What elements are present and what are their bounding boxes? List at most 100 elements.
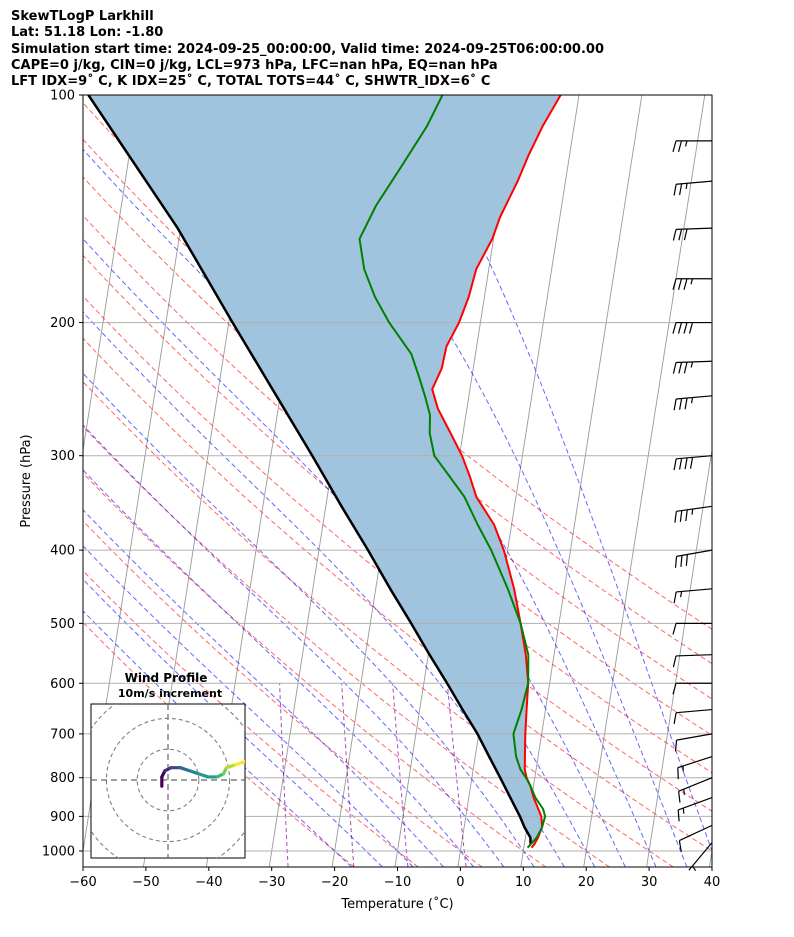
barb-flag — [672, 278, 677, 290]
time-line: Simulation start time: 2024-09-25_00:00:… — [11, 41, 604, 57]
barb-staff — [676, 505, 713, 512]
barb-flag — [684, 397, 688, 410]
hodograph-segment — [197, 772, 210, 779]
barb-flag — [672, 623, 677, 635]
barb-staff — [688, 842, 713, 871]
barb-flag — [672, 655, 677, 668]
barb-flag — [672, 322, 677, 334]
mixing-ratio-line — [341, 683, 355, 867]
barb-flag — [674, 556, 678, 568]
x-tick-label: −60 — [69, 875, 96, 890]
isotherm-line — [583, 95, 706, 867]
hodograph-inset: Wind Profile 10m/s increment — [90, 671, 246, 859]
y-tick-label: 100 — [50, 89, 75, 104]
barb-staff — [676, 708, 713, 714]
wind-barb — [678, 824, 713, 852]
wind-barb — [673, 455, 713, 471]
barb-flag — [683, 361, 688, 374]
barb-flag — [673, 591, 677, 604]
y-tick-label: 500 — [50, 617, 75, 632]
isotherm-line — [0, 95, 76, 867]
hodograph-segment — [234, 759, 245, 767]
moist-adiabat-line — [83, 424, 505, 867]
y-tick-label: 900 — [50, 810, 75, 825]
moist-adiabat-line — [399, 95, 712, 853]
barb-flag — [678, 398, 683, 410]
barb-flag — [689, 457, 694, 469]
index-line: LFT IDX=9˚ C, K IDX=25˚ C, TOTAL TOTS=44… — [11, 74, 491, 90]
hodograph-ring — [136, 748, 200, 812]
moist-adiabat-line — [83, 372, 535, 867]
chart-title: SkewTLogP Larkhill — [11, 9, 154, 24]
chart-header: SkewTLogP Larkhill Lat: 51.18 Lon: -1.80… — [11, 9, 604, 90]
y-tick-label: 800 — [50, 771, 75, 786]
barb-staff — [676, 455, 713, 460]
x-tick-label: −30 — [258, 875, 285, 890]
isotherm-line — [520, 95, 643, 867]
barb-flag — [677, 767, 679, 780]
barb-flag — [677, 278, 683, 290]
barb-flag — [672, 683, 677, 695]
isotherm-line — [709, 848, 712, 867]
barb-staff — [676, 360, 713, 364]
barb-flag — [672, 229, 677, 241]
barb-flag — [678, 183, 683, 196]
isotherm-line — [646, 447, 712, 867]
cape-fill — [88, 95, 561, 845]
barb-flag — [677, 809, 680, 822]
barb-flag — [683, 322, 688, 334]
dry-adiabat-line — [83, 520, 483, 867]
wind-barb — [673, 180, 713, 196]
isotherm-line — [0, 95, 13, 867]
barb-flag — [673, 184, 677, 196]
barb-staff — [678, 777, 713, 792]
hodograph-plot — [91, 704, 245, 858]
wind-barb — [672, 682, 712, 695]
mixing-ratio-line — [392, 683, 409, 867]
wind-barb — [674, 505, 713, 523]
y-tick-label: 600 — [50, 677, 75, 692]
barb-staff — [677, 797, 713, 811]
moist-adiabat-line — [263, 95, 688, 867]
wind-barb — [677, 755, 713, 780]
barb-flag — [677, 322, 683, 334]
barb-flag — [673, 458, 677, 471]
wind-barb — [674, 733, 713, 752]
barb-staff — [676, 227, 713, 230]
wind-barb — [672, 278, 712, 290]
barb-flag — [672, 140, 677, 153]
wind-barb — [678, 777, 713, 803]
hodograph-title: Wind Profile — [125, 671, 208, 685]
y-tick-label: 200 — [50, 316, 75, 331]
dry-adiabat-line — [83, 425, 610, 867]
x-tick-label: 0 — [456, 875, 464, 890]
barb-staff — [676, 654, 713, 657]
x-tick-label: −50 — [132, 875, 159, 890]
barb-flag — [683, 228, 688, 241]
moist-adiabat-line — [83, 610, 352, 867]
dry-adiabat-line — [83, 621, 355, 867]
barb-staff — [676, 549, 713, 557]
y-tick-label: 700 — [50, 727, 75, 742]
barb-flag — [684, 457, 688, 470]
x-tick-label: 30 — [641, 875, 658, 890]
barb-half-flag — [680, 591, 683, 598]
x-axis-label: Temperature (˚C) — [340, 896, 453, 912]
temperature-line — [431, 95, 562, 849]
barb-flag — [678, 791, 681, 803]
hodograph-segment — [187, 769, 201, 776]
barb-half-flag — [685, 183, 688, 190]
profile-lines — [87, 95, 562, 849]
dry-adiabat-line — [83, 570, 419, 867]
dry-adiabat-line — [83, 214, 712, 736]
moist-adiabat-line — [83, 545, 414, 867]
dry-adiabat-line — [83, 254, 712, 774]
wind-barb — [673, 708, 713, 725]
cape-shading — [88, 95, 561, 845]
barb-flag — [683, 278, 688, 290]
barb-flag — [679, 510, 683, 522]
barb-flag — [674, 511, 677, 523]
wind-barb — [673, 395, 713, 411]
barb-half-flag — [690, 397, 694, 404]
y-tick-label: 400 — [50, 544, 75, 559]
